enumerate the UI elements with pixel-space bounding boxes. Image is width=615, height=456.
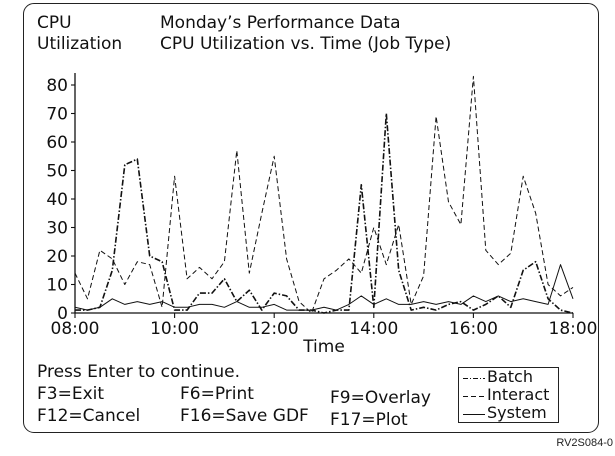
legend-item-interact: Interact (461, 385, 558, 404)
y-tick-label: 10 (46, 276, 68, 296)
x-tick-label: 16:00 (449, 319, 498, 339)
f3-exit-key[interactable]: F3=Exit (37, 384, 105, 404)
y-tick-label: 20 (46, 247, 68, 267)
figure-credit: RV2S084-0 (556, 437, 613, 449)
chart-ticks: 0 10 20 30 40 50 60 70 80 08:00 10:00 12:00 14:00 16:… (46, 76, 597, 339)
y-tick-label: 70 (46, 105, 68, 125)
chart-frame (23, 3, 599, 433)
x-tick-label: 08:00 (51, 319, 100, 339)
series-line-system (74, 264, 574, 311)
legend-label-batch: Batch (487, 367, 533, 386)
legend-swatch-batch (463, 377, 485, 380)
legend-label-system: System (487, 403, 547, 422)
chart-axes (74, 73, 573, 314)
legend-label-interact: Interact (487, 385, 550, 404)
x-axis-label: Time (302, 337, 345, 357)
f6-print-key[interactable]: F6=Print (180, 384, 254, 404)
y-tick-label: 0 (57, 304, 68, 324)
f17-plot-key[interactable]: F17=Plot (330, 410, 408, 430)
chart-legend: Batch Interact System (458, 367, 559, 423)
x-tick-label: 12:00 (250, 319, 299, 339)
f9-overlay-key[interactable]: F9=Overlay (330, 388, 431, 408)
x-tick-label: 18:00 (549, 319, 598, 339)
y-axis-title-line1: CPU (37, 13, 72, 33)
legend-swatch-interact (463, 395, 485, 398)
prompt-text: Press Enter to continue. (37, 362, 240, 382)
chart-title: Monday’s Performance Data (160, 13, 401, 33)
f12-cancel-key[interactable]: F12=Cancel (37, 406, 141, 426)
y-tick-label: 30 (46, 219, 68, 239)
x-tick-label: 14:00 (349, 319, 398, 339)
x-tick-label: 10:00 (150, 319, 199, 339)
chart-series (74, 75, 574, 314)
series-line-batch (75, 112, 574, 314)
legend-item-batch: Batch (461, 367, 558, 386)
chart-subtitle: CPU Utilization vs. Time (Job Type) (160, 34, 452, 54)
y-tick-label: 50 (46, 162, 68, 182)
y-tick-label: 40 (46, 190, 68, 210)
legend-item-system: System (461, 403, 558, 422)
f16-save-gdf-key[interactable]: F16=Save GDF (180, 406, 309, 426)
y-axis-title-line2: Utilization (37, 34, 123, 54)
series-line-interact (74, 75, 574, 314)
y-tick-label: 80 (46, 76, 68, 96)
legend-swatch-system (463, 413, 485, 416)
y-tick-label: 60 (46, 133, 68, 153)
